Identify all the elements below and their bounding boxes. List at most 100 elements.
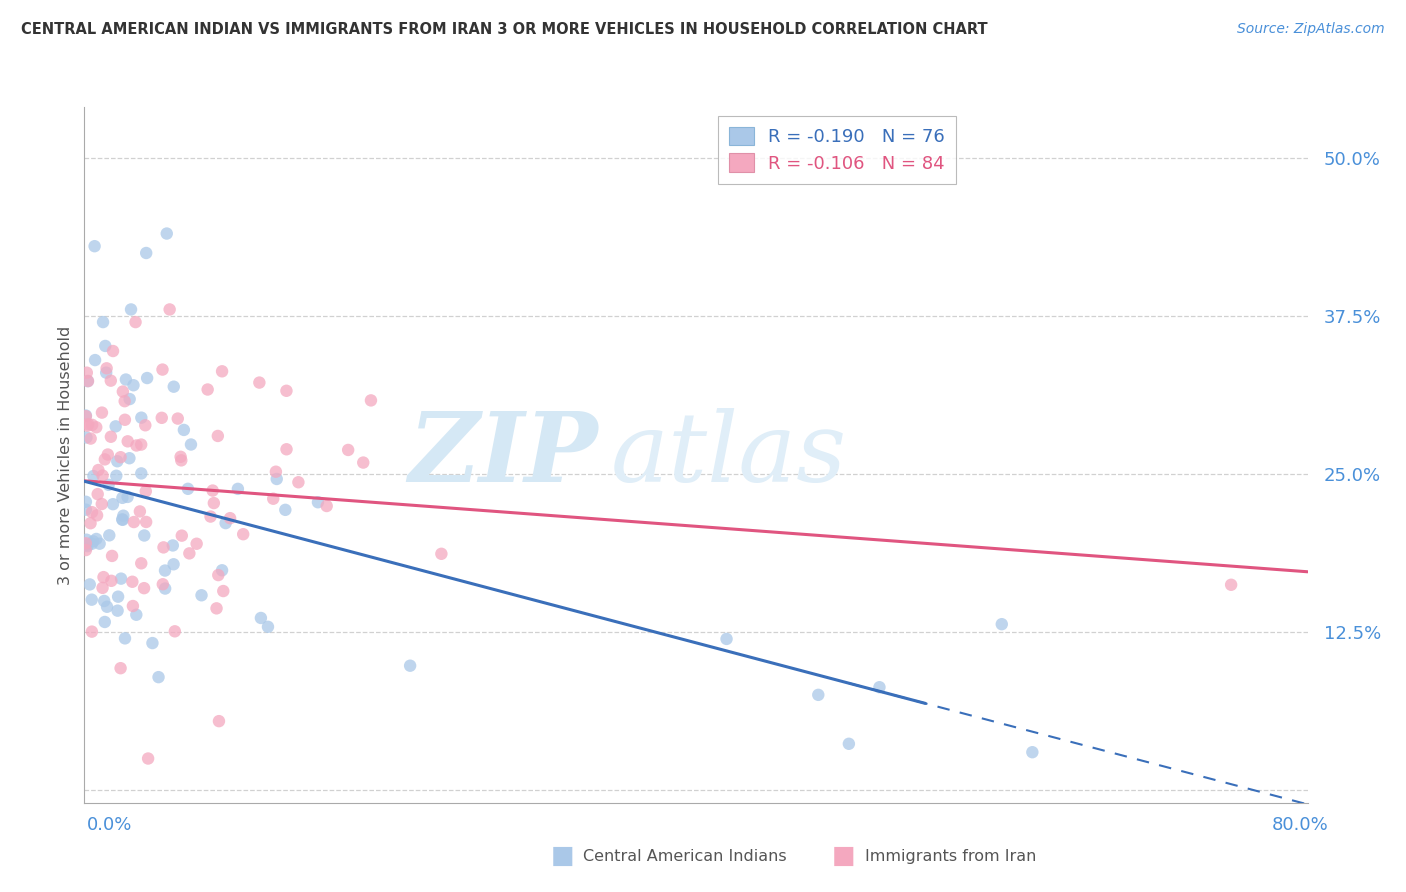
- Point: [991, 617, 1014, 632]
- Point: [115, 372, 138, 386]
- Point: [97, 448, 120, 462]
- Point: [163, 380, 186, 394]
- Point: [75, 502, 97, 516]
- Point: [207, 568, 229, 582]
- Point: [360, 393, 382, 408]
- Point: [114, 632, 136, 646]
- Point: [76, 418, 98, 433]
- Point: [96, 599, 118, 614]
- Point: [226, 482, 249, 496]
- Point: [77, 374, 100, 388]
- Point: [80, 592, 103, 607]
- Point: [153, 564, 176, 578]
- Point: [120, 302, 142, 317]
- Point: [75, 543, 97, 558]
- Point: [214, 516, 236, 530]
- Point: [276, 442, 298, 457]
- Point: [111, 513, 134, 527]
- Point: [110, 661, 132, 675]
- Point: [110, 450, 132, 465]
- Text: ■: ■: [551, 845, 574, 868]
- Point: [114, 413, 136, 427]
- Point: [129, 467, 152, 481]
- Point: [141, 636, 163, 650]
- Point: [122, 515, 145, 529]
- Point: [128, 504, 150, 518]
- Point: [136, 371, 159, 385]
- Point: [287, 475, 309, 490]
- Point: [807, 688, 830, 702]
- Point: [75, 538, 97, 552]
- Point: [257, 620, 280, 634]
- Point: [83, 239, 105, 253]
- Point: [75, 430, 97, 444]
- Point: [129, 557, 152, 571]
- Point: [76, 539, 98, 553]
- Point: [96, 361, 118, 376]
- Point: [110, 572, 132, 586]
- Point: [337, 442, 360, 457]
- Point: [84, 420, 107, 434]
- Point: [264, 465, 287, 479]
- Y-axis label: 3 or more Vehicles in Household: 3 or more Vehicles in Household: [58, 326, 73, 584]
- Text: Source: ZipAtlas.com: Source: ZipAtlas.com: [1237, 22, 1385, 37]
- Point: [105, 454, 128, 468]
- Point: [134, 528, 156, 542]
- Point: [118, 392, 141, 406]
- Point: [111, 491, 134, 505]
- Point: [838, 737, 860, 751]
- Point: [89, 537, 111, 551]
- Point: [134, 418, 156, 433]
- Point: [205, 601, 228, 615]
- Point: [190, 588, 212, 602]
- Point: [170, 453, 193, 467]
- Point: [79, 432, 101, 446]
- Point: [76, 366, 98, 380]
- Point: [75, 409, 97, 424]
- Point: [131, 410, 153, 425]
- Point: [91, 581, 114, 595]
- Point: [207, 429, 229, 443]
- Point: [75, 536, 97, 550]
- Point: [716, 632, 738, 646]
- Point: [162, 558, 184, 572]
- Point: [94, 452, 117, 467]
- Point: [118, 451, 141, 466]
- Point: [107, 604, 129, 618]
- Point: [152, 362, 174, 376]
- Point: [170, 529, 193, 543]
- Point: [97, 478, 120, 492]
- Point: [211, 364, 233, 378]
- Point: [159, 302, 181, 317]
- Point: [352, 456, 374, 470]
- Point: [399, 658, 422, 673]
- Point: [117, 490, 139, 504]
- Point: [100, 430, 122, 444]
- Text: CENTRAL AMERICAN INDIAN VS IMMIGRANTS FROM IRAN 3 OR MORE VEHICLES IN HOUSEHOLD : CENTRAL AMERICAN INDIAN VS IMMIGRANTS FR…: [21, 22, 987, 37]
- Text: atlas: atlas: [610, 408, 846, 502]
- Point: [125, 607, 148, 622]
- Point: [135, 246, 157, 260]
- Point: [276, 384, 298, 398]
- Legend: R = -0.190   N = 76, R = -0.106   N = 84: R = -0.190 N = 76, R = -0.106 N = 84: [718, 116, 956, 184]
- Point: [98, 528, 121, 542]
- Point: [250, 611, 273, 625]
- Point: [87, 463, 110, 477]
- Point: [80, 624, 103, 639]
- Point: [136, 751, 159, 765]
- Point: [94, 615, 117, 629]
- Point: [266, 472, 288, 486]
- Point: [82, 469, 104, 483]
- Point: [315, 499, 337, 513]
- Point: [76, 374, 98, 388]
- Point: [132, 581, 155, 595]
- Point: [274, 503, 297, 517]
- Point: [86, 532, 108, 546]
- Point: [101, 344, 124, 359]
- Point: [105, 468, 128, 483]
- Point: [129, 437, 152, 451]
- Point: [86, 508, 108, 523]
- Point: [80, 505, 103, 519]
- Point: [152, 541, 174, 555]
- Point: [75, 495, 97, 509]
